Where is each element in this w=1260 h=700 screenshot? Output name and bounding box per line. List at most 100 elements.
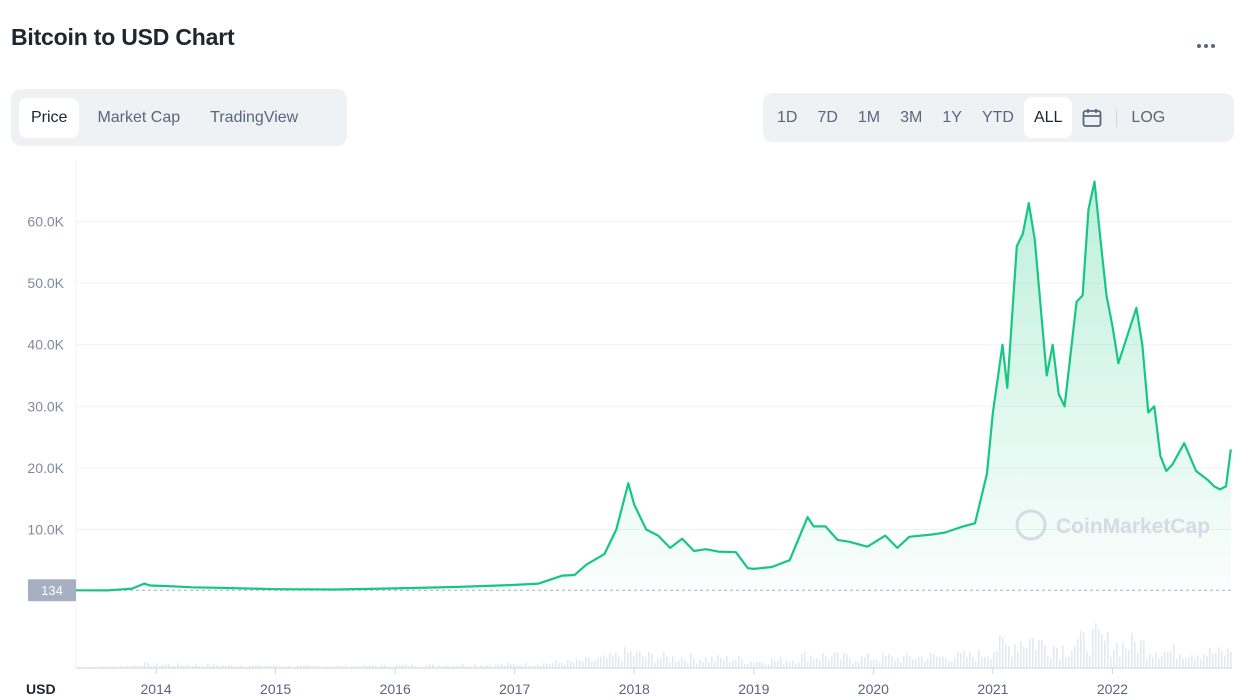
- volume-bar: [1074, 646, 1076, 668]
- volume-bar: [987, 656, 989, 668]
- volume-bar: [1218, 647, 1220, 668]
- volume-bar: [990, 659, 992, 668]
- tab-price[interactable]: Price: [19, 97, 80, 138]
- volume-bar: [102, 666, 104, 668]
- volume-bar: [753, 663, 755, 668]
- x-tick-label: 2017: [499, 681, 530, 697]
- volume-bar: [108, 667, 110, 668]
- volume-bar: [363, 664, 365, 668]
- volume-bar: [882, 652, 884, 668]
- volume-bar: [645, 657, 647, 668]
- volume-bar: [1104, 640, 1106, 668]
- volume-bar: [516, 665, 518, 668]
- volume-bar: [1161, 655, 1163, 668]
- volume-bar: [891, 655, 893, 668]
- volume-bar: [612, 656, 614, 668]
- range-1y-button[interactable]: 1Y: [942, 108, 962, 126]
- volume-bar: [1041, 639, 1043, 668]
- tab-market-cap[interactable]: Market Cap: [97, 108, 181, 126]
- range-3m-button[interactable]: 3M: [900, 108, 923, 126]
- volume-bar: [828, 660, 830, 668]
- volume-bar: [81, 666, 83, 668]
- volume-bar: [150, 666, 152, 668]
- range-all-button[interactable]: ALL: [1023, 97, 1073, 138]
- volume-bar: [915, 659, 917, 668]
- volume-bar: [1149, 654, 1151, 668]
- volume-bar: [810, 655, 812, 668]
- watermark-text: CoinMarketCap: [1056, 515, 1210, 538]
- volume-bar: [225, 665, 227, 668]
- volume-bar: [105, 666, 107, 668]
- volume-bar: [1089, 655, 1091, 668]
- volume-bar: [1179, 653, 1181, 668]
- volume-bar: [423, 666, 425, 668]
- volume-bar: [1026, 648, 1028, 668]
- volume-bar: [522, 666, 524, 668]
- volume-bar: [186, 664, 188, 668]
- x-tick-label: 2015: [260, 681, 291, 697]
- volume-bar: [432, 664, 434, 668]
- volume-bar: [930, 653, 932, 668]
- volume-bar: [426, 665, 428, 668]
- volume-bar: [270, 666, 272, 668]
- price-series-line[interactable]: [75, 180, 1232, 592]
- volume-bar: [846, 654, 848, 668]
- volume-bar: [597, 657, 599, 668]
- volume-bar: [321, 667, 323, 668]
- volume-bar: [855, 661, 857, 668]
- volume-bar: [702, 662, 704, 668]
- volume-bar: [606, 658, 608, 668]
- volume-bar: [582, 661, 584, 668]
- volume-bar: [1044, 645, 1046, 668]
- range-1m-button[interactable]: 1M: [857, 108, 881, 126]
- volume-bar: [123, 666, 125, 668]
- volume-bar: [1155, 652, 1157, 668]
- range-1d-button[interactable]: 1D: [777, 108, 798, 126]
- volume-bar: [114, 666, 116, 668]
- volume-bar: [1020, 641, 1022, 668]
- volume-bar: [1080, 630, 1082, 668]
- volume-bar: [171, 665, 173, 668]
- volume-bar: [666, 656, 668, 668]
- volume-bar: [687, 663, 689, 668]
- volume-bar: [258, 664, 260, 668]
- volume-bar: [369, 665, 371, 668]
- volume-bar: [480, 665, 482, 668]
- volume-bar: [699, 659, 701, 668]
- range-7d-button[interactable]: 7D: [817, 108, 838, 126]
- volume-bar: [1212, 653, 1214, 668]
- calendar-button[interactable]: [1072, 97, 1112, 138]
- volume-bar: [1029, 639, 1031, 668]
- more-options-button[interactable]: [1190, 36, 1222, 56]
- volume-bar: [378, 666, 380, 668]
- volume-bar: [435, 666, 437, 668]
- volume-bar: [129, 666, 131, 668]
- range-ytd-button[interactable]: YTD: [981, 108, 1014, 126]
- volume-bar: [216, 665, 218, 668]
- log-scale-button[interactable]: LOG: [1131, 108, 1166, 126]
- volume-bar: [228, 664, 230, 668]
- volume-bar: [303, 665, 305, 668]
- volume-bar: [300, 665, 302, 668]
- volume-bar: [627, 652, 629, 668]
- volume-bar: [1113, 649, 1115, 668]
- volume-bar: [780, 657, 782, 668]
- volume-bar: [831, 655, 833, 668]
- tab-tradingview[interactable]: TradingView: [210, 108, 299, 126]
- volume-bar: [594, 660, 596, 668]
- volume-bar: [147, 662, 149, 668]
- volume-bar: [1227, 648, 1229, 668]
- volume-bar: [744, 663, 746, 668]
- volume-bar: [819, 659, 821, 668]
- volume-bar: [126, 665, 128, 668]
- volume-bar: [885, 655, 887, 668]
- volume-bar: [414, 666, 416, 668]
- volume-bar: [735, 659, 737, 668]
- volume-bar: [309, 665, 311, 668]
- volume-bar: [174, 666, 176, 668]
- volume-bar: [921, 656, 923, 668]
- volume-bar: [657, 658, 659, 668]
- y-tick-label: 10.0K: [27, 521, 64, 537]
- volume-bar: [852, 662, 854, 668]
- volume-bar: [342, 666, 344, 668]
